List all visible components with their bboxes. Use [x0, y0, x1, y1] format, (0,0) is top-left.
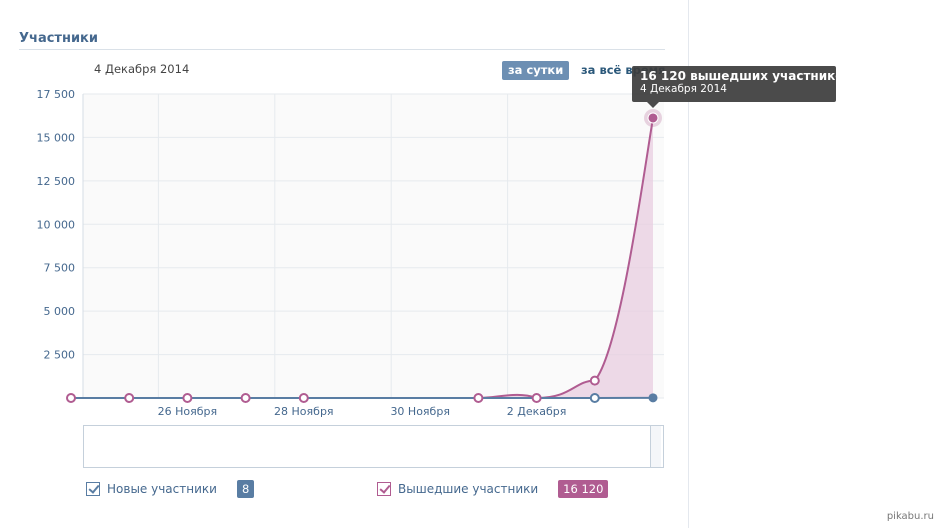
legend-new-count-badge: 8 — [236, 480, 255, 498]
legend-new-checkbox-icon[interactable] — [86, 482, 100, 496]
tooltip-date: 4 Декабря 2014 — [640, 83, 727, 95]
left-members-point — [589, 375, 600, 386]
legend-left-label: Вышедшие участники — [398, 482, 539, 496]
y-tick-label: 17 500 — [37, 88, 76, 101]
legend-left-members[interactable]: Вышедшие участники 16 120 — [377, 479, 609, 499]
legend-left-checkbox-icon[interactable] — [377, 482, 391, 496]
y-tick-label: 12 500 — [37, 175, 76, 188]
y-tick-label: 10 000 — [37, 218, 76, 231]
legend-new-label: Новые участники — [107, 482, 217, 496]
left-members-point — [531, 393, 542, 403]
left-members-point — [647, 112, 659, 124]
legend-new-members[interactable]: Новые участники 8 — [86, 479, 255, 499]
section-divider — [19, 49, 665, 50]
x-tick-label: 2 Декабря — [507, 405, 567, 418]
section-title: Участники — [19, 31, 98, 46]
legend-left-count-badge: 16 120 — [558, 480, 609, 498]
left-members-point — [124, 393, 135, 403]
members-panel: Участники 4 Декабря 2014 за сутки за всё… — [0, 0, 689, 528]
chart-date: 4 Декабря 2014 — [94, 62, 190, 76]
y-tick-label: 15 000 — [37, 131, 76, 144]
new-members-point — [648, 393, 658, 403]
x-tick-label: 30 Ноября — [390, 405, 450, 418]
tooltip-title: 16 120 вышедших участников — [640, 69, 852, 83]
new-members-point — [589, 393, 600, 403]
y-tick-label: 2 500 — [44, 349, 76, 362]
left-members-point — [182, 393, 193, 403]
left-members-point — [298, 393, 309, 403]
left-members-point — [240, 393, 251, 403]
period-day-button[interactable]: за сутки — [502, 61, 570, 80]
x-tick-label: 26 Ноября — [158, 405, 218, 418]
y-tick-label: 7 500 — [44, 262, 76, 275]
navigator-handle[interactable] — [650, 426, 661, 467]
left-members-point — [66, 393, 76, 403]
watermark: pikabu.ru — [886, 511, 934, 522]
plot-background — [83, 94, 664, 398]
y-tick-label: 5 000 — [44, 305, 76, 318]
x-tick-label: 28 Ноября — [274, 405, 334, 418]
left-members-point — [473, 393, 484, 403]
chart-tooltip: 16 120 вышедших участников 4 Декабря 201… — [632, 66, 852, 108]
chart-navigator[interactable] — [83, 425, 664, 468]
